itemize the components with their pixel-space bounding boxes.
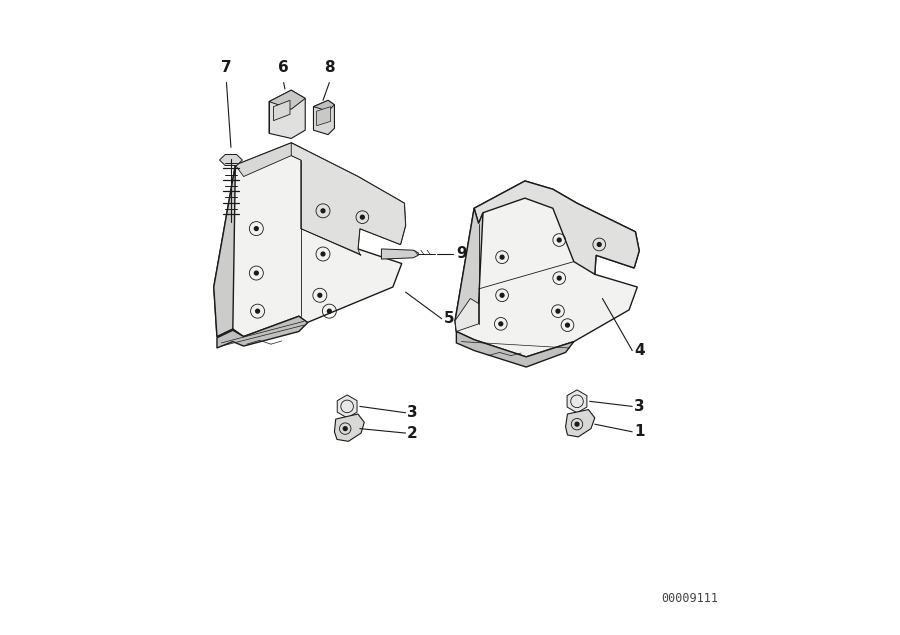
Circle shape — [343, 427, 347, 431]
Polygon shape — [455, 208, 483, 331]
Polygon shape — [455, 181, 639, 357]
Polygon shape — [269, 90, 305, 138]
Polygon shape — [474, 181, 639, 274]
Text: 8: 8 — [324, 60, 335, 75]
Circle shape — [565, 323, 570, 327]
Polygon shape — [338, 395, 357, 418]
Circle shape — [255, 227, 258, 231]
Polygon shape — [382, 249, 418, 259]
Circle shape — [255, 271, 258, 275]
Polygon shape — [269, 90, 305, 109]
Circle shape — [500, 255, 504, 259]
Text: 9: 9 — [456, 246, 467, 262]
Circle shape — [318, 293, 321, 297]
Polygon shape — [313, 100, 335, 111]
Polygon shape — [317, 107, 330, 126]
Circle shape — [499, 322, 503, 326]
Text: 1: 1 — [634, 424, 644, 439]
Text: 7: 7 — [221, 60, 232, 75]
Text: 4: 4 — [634, 343, 644, 358]
Text: 2: 2 — [407, 425, 418, 441]
Polygon shape — [335, 414, 365, 441]
Polygon shape — [292, 143, 406, 255]
Polygon shape — [274, 100, 290, 121]
Text: 3: 3 — [634, 399, 644, 414]
Circle shape — [557, 276, 561, 280]
Polygon shape — [214, 165, 236, 337]
Polygon shape — [456, 331, 574, 367]
Polygon shape — [214, 143, 406, 337]
Circle shape — [556, 309, 560, 313]
Polygon shape — [236, 143, 301, 177]
Circle shape — [321, 209, 325, 213]
Text: 3: 3 — [407, 405, 418, 420]
Text: 00009111: 00009111 — [662, 592, 718, 605]
Polygon shape — [313, 100, 335, 135]
Circle shape — [557, 238, 561, 242]
Circle shape — [256, 309, 259, 313]
Polygon shape — [455, 298, 479, 331]
Polygon shape — [217, 316, 308, 348]
Circle shape — [500, 293, 504, 297]
Polygon shape — [220, 154, 242, 166]
Circle shape — [361, 215, 365, 219]
Text: 5: 5 — [444, 311, 454, 326]
Polygon shape — [565, 410, 595, 437]
Circle shape — [575, 422, 579, 426]
Circle shape — [598, 243, 601, 246]
Circle shape — [321, 252, 325, 256]
Text: 6: 6 — [278, 60, 289, 75]
Polygon shape — [567, 390, 587, 413]
Circle shape — [328, 309, 331, 313]
